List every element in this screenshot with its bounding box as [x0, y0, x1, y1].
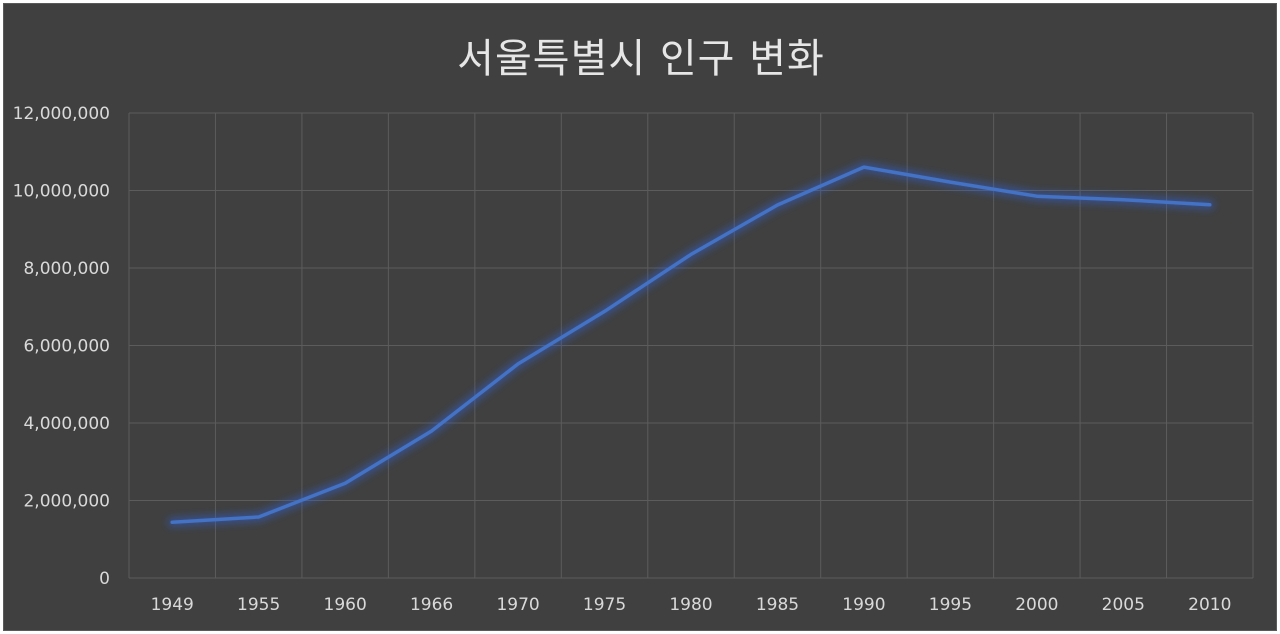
data-point	[343, 481, 347, 485]
x-tick-label: 2000	[1015, 595, 1058, 615]
x-tick-label: 1975	[583, 595, 626, 615]
data-point	[1035, 194, 1039, 198]
data-point	[430, 429, 434, 433]
x-tick-label: 1949	[151, 595, 194, 615]
x-axis-ticks: 1949 1955 1960 1966 1970 1975 1980 1985 1990 1995…	[151, 595, 1232, 615]
x-tick-label: 1990	[842, 595, 885, 615]
chart-area: 서울특별시 인구 변화 0 2,000,000 4,000,000 6,000,000…	[3, 3, 1277, 631]
y-tick-label: 0	[99, 569, 110, 589]
chart-title: 서울특별시 인구 변화	[457, 36, 825, 82]
x-tick-label: 1970	[496, 595, 539, 615]
x-tick-label: 2005	[1102, 595, 1145, 615]
data-point	[862, 165, 866, 169]
series-line-glow	[167, 162, 1215, 527]
x-tick-label: 1995	[929, 595, 972, 615]
x-tick-label: 1955	[237, 595, 280, 615]
line-chart: 0 2,000,000 4,000,000 6,000,000 8,000,000 10,…	[13, 104, 1254, 615]
data-point	[775, 203, 779, 207]
y-tick-label: 10,000,000	[13, 182, 110, 202]
x-tick-label: 1960	[324, 595, 367, 615]
series-layer	[167, 162, 1215, 527]
data-point	[689, 252, 693, 256]
series-line	[170, 165, 1212, 525]
gridlines	[128, 112, 1254, 579]
y-tick-label: 12,000,000	[13, 104, 110, 124]
x-tick-label: 1966	[410, 595, 453, 615]
y-tick-label: 4,000,000	[23, 414, 110, 434]
y-tick-label: 8,000,000	[23, 259, 110, 279]
data-point	[948, 180, 952, 184]
y-tick-label: 2,000,000	[23, 492, 110, 512]
x-tick-label: 1980	[669, 595, 712, 615]
x-tick-label: 1985	[756, 595, 799, 615]
data-point	[516, 362, 520, 366]
data-point	[170, 520, 174, 524]
x-tick-label: 2010	[1188, 595, 1231, 615]
data-point	[603, 309, 607, 313]
data-point	[257, 515, 261, 519]
data-point	[1121, 198, 1125, 202]
data-point	[1208, 203, 1212, 207]
y-axis-ticks: 0 2,000,000 4,000,000 6,000,000 8,000,000 10,…	[13, 104, 110, 589]
y-tick-label: 6,000,000	[23, 337, 110, 357]
